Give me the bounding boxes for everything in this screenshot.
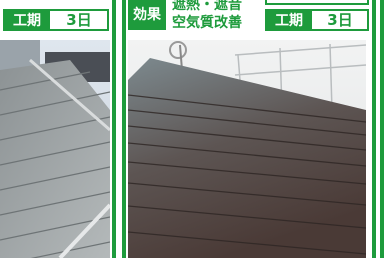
badge-box (266, 0, 368, 4)
next-card-border (382, 0, 390, 258)
effect-text: 空気質改善 (172, 14, 242, 31)
photo-after (128, 40, 366, 258)
effect-label: 効果 (133, 6, 162, 23)
photo-before (0, 40, 110, 258)
page: 工期 3日 効果 遮熱・遮音 空気質改善 工期 3日 (0, 0, 390, 258)
effect-text: 遮熱・遮音 (172, 0, 242, 13)
period-value: 3日 (66, 11, 91, 29)
center-card: 効果 遮熱・遮音 空気質改善 工期 3日 (124, 0, 374, 258)
period-value: 3日 (327, 11, 352, 29)
period-label: 工期 (13, 13, 41, 29)
period-label: 工期 (275, 13, 303, 29)
left-card: 工期 3日 (0, 0, 114, 258)
